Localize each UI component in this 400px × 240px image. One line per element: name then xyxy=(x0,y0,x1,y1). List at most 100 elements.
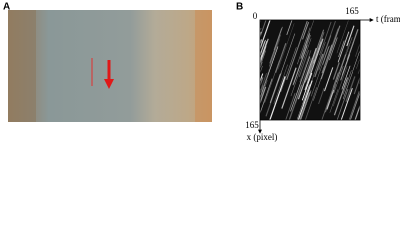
streak xyxy=(277,23,295,70)
streak xyxy=(244,45,257,81)
streak xyxy=(297,80,313,120)
streak xyxy=(355,42,360,57)
origin-label: 0 xyxy=(253,11,258,21)
streak xyxy=(319,21,332,56)
streak xyxy=(244,36,257,73)
streak xyxy=(362,41,374,76)
streak xyxy=(363,15,373,44)
streak xyxy=(329,37,338,61)
streak xyxy=(275,43,287,73)
streak xyxy=(329,89,339,113)
streak xyxy=(326,89,335,110)
streak xyxy=(324,67,334,92)
streak xyxy=(348,91,360,120)
streak xyxy=(356,57,360,69)
streak xyxy=(333,77,349,116)
streak xyxy=(260,20,271,51)
streak xyxy=(290,38,312,97)
streak xyxy=(342,70,352,95)
streak xyxy=(352,49,360,72)
flow-arrow-head xyxy=(104,79,114,89)
streak xyxy=(260,20,261,24)
streak xyxy=(294,57,312,104)
figure: A B 0 165 t (frame) 165 x (pixel) xyxy=(3,2,400,142)
streak xyxy=(260,75,269,100)
streak xyxy=(236,44,250,85)
streak xyxy=(260,84,264,95)
streak xyxy=(265,72,282,117)
streak xyxy=(239,76,251,111)
streak xyxy=(300,33,311,59)
streak xyxy=(361,36,367,52)
streak xyxy=(349,91,360,120)
streak xyxy=(298,89,310,120)
streak xyxy=(260,80,268,103)
streak xyxy=(318,35,332,71)
streak xyxy=(261,38,281,90)
t-max-label: 165 xyxy=(345,6,359,16)
streak xyxy=(333,66,344,94)
streak xyxy=(337,31,350,63)
streak xyxy=(260,88,261,92)
streak xyxy=(273,64,288,105)
streak xyxy=(345,76,356,103)
streak xyxy=(242,30,252,58)
streak xyxy=(304,29,325,83)
streak xyxy=(260,73,267,94)
streak xyxy=(339,42,350,72)
streak xyxy=(260,73,264,83)
streak xyxy=(353,76,360,95)
streak xyxy=(365,64,376,94)
panel-label: A xyxy=(3,2,10,13)
streak xyxy=(329,28,339,53)
river-photo xyxy=(8,10,212,122)
streak xyxy=(260,38,269,64)
streak xyxy=(260,27,262,33)
streak xyxy=(310,47,329,97)
right-bank xyxy=(195,10,212,122)
streak xyxy=(240,78,252,112)
streak xyxy=(260,39,267,58)
streak xyxy=(341,65,351,90)
streak xyxy=(277,33,296,82)
streak xyxy=(260,62,263,70)
streak xyxy=(314,53,324,78)
streak xyxy=(322,45,330,65)
streak xyxy=(264,60,280,103)
streak xyxy=(269,26,283,64)
streak xyxy=(346,25,355,47)
panel-label: B xyxy=(236,2,243,13)
x-axis-label: x (pixel) xyxy=(247,132,278,142)
streak xyxy=(301,72,313,101)
streak xyxy=(302,84,311,105)
streak xyxy=(304,38,324,91)
streak xyxy=(313,41,322,64)
streak xyxy=(290,56,311,112)
streak xyxy=(309,32,325,74)
left-bank xyxy=(8,10,36,122)
streak xyxy=(269,74,281,104)
streak xyxy=(357,67,360,74)
streak xyxy=(342,71,353,100)
streak xyxy=(369,29,376,50)
streaks xyxy=(236,15,376,120)
streak xyxy=(369,56,375,73)
streak xyxy=(318,87,325,105)
streak xyxy=(298,49,310,78)
streak xyxy=(332,66,348,107)
streak xyxy=(268,34,281,67)
streak xyxy=(320,25,341,80)
streak xyxy=(306,59,315,81)
streak xyxy=(246,64,253,85)
streak xyxy=(299,50,312,83)
streak xyxy=(336,20,349,54)
streak xyxy=(260,50,267,69)
streak xyxy=(286,36,303,79)
streak xyxy=(269,76,286,120)
streak xyxy=(367,86,376,111)
streak xyxy=(358,80,360,84)
streak xyxy=(338,40,345,58)
streak xyxy=(260,86,267,105)
streak xyxy=(332,62,340,80)
streak xyxy=(260,65,263,74)
